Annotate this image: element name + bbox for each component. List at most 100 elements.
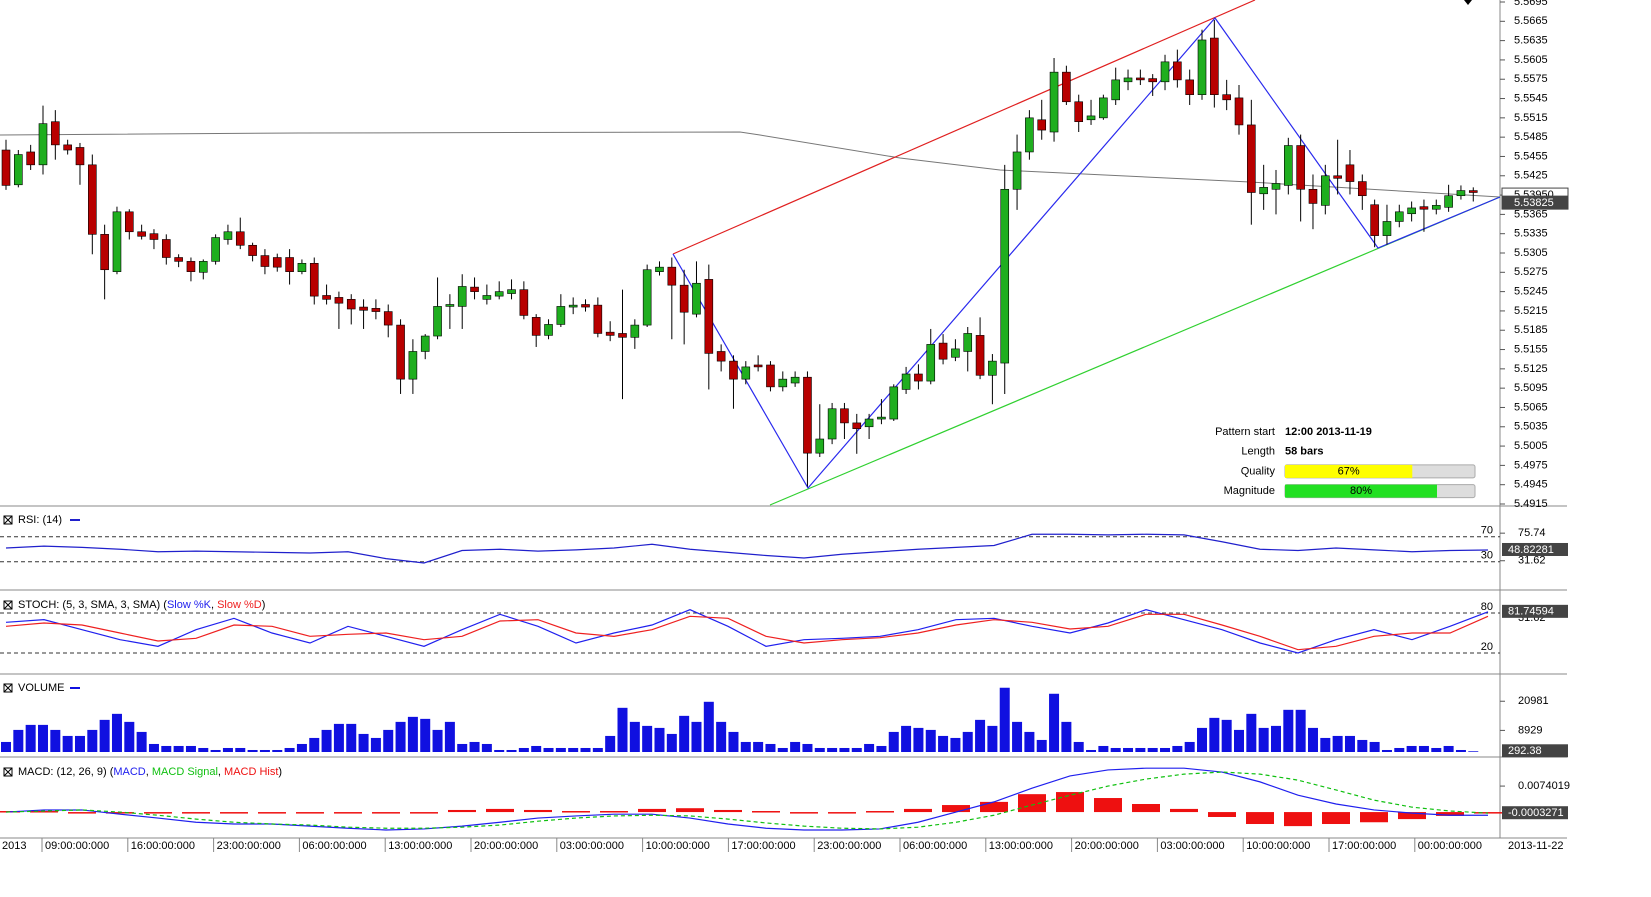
volume-bar xyxy=(235,747,246,752)
y-tick-label: 5.5005 xyxy=(1514,440,1548,452)
y-tick-label: 5.5545 xyxy=(1514,92,1548,104)
price-label: 5.53825 xyxy=(1514,197,1554,209)
volume-bar xyxy=(1246,713,1257,752)
candle-body xyxy=(815,438,825,454)
time-label: 06:00:00:000 xyxy=(903,840,967,852)
candle-body xyxy=(938,342,948,360)
candle-body xyxy=(1210,37,1219,95)
candle-body xyxy=(100,234,109,271)
panel-checkbox-x xyxy=(3,683,13,693)
candle-body xyxy=(211,237,220,262)
candle-body xyxy=(1382,221,1392,236)
volume-bar xyxy=(370,737,381,752)
volume-bar xyxy=(1098,745,1109,752)
macd-signal-line xyxy=(5,771,1489,830)
panel-checkbox-x xyxy=(3,515,13,525)
candle-body xyxy=(840,408,849,424)
candle-body xyxy=(1234,97,1244,126)
candle-body xyxy=(457,286,467,307)
candle-body xyxy=(1111,79,1120,101)
volume-bar xyxy=(210,749,221,752)
candle-body xyxy=(667,266,677,286)
volume-bar xyxy=(605,735,616,752)
candle-body xyxy=(346,299,356,310)
candle-body xyxy=(877,416,886,420)
volume-bar xyxy=(728,731,739,752)
candle-body xyxy=(334,297,344,304)
macd-hist-bar xyxy=(258,812,286,814)
volume-bar xyxy=(888,731,899,752)
candle-body xyxy=(988,360,997,376)
volume-bar xyxy=(1012,721,1023,752)
volume-bar xyxy=(161,745,172,752)
y-tick-label: 5.5125 xyxy=(1514,363,1548,375)
time-label: 03:00:00:000 xyxy=(1160,840,1224,852)
panel-title: VOLUME xyxy=(18,682,64,694)
volume-bar xyxy=(222,747,233,752)
current-value-box xyxy=(1502,542,1568,556)
macd-hist-bar xyxy=(1132,803,1160,813)
pattern-label: Magnitude xyxy=(1224,485,1275,497)
candle-body xyxy=(1136,77,1145,81)
volume-bar xyxy=(518,747,529,752)
candle-body xyxy=(507,289,516,294)
volume-bar xyxy=(790,741,801,752)
volume-bar xyxy=(1455,749,1466,752)
stoch-line xyxy=(5,613,1489,651)
marker xyxy=(1464,0,1472,5)
y-tick-label: 5.5275 xyxy=(1514,266,1548,278)
volume-bar xyxy=(962,731,973,752)
candle-body xyxy=(1000,188,1010,364)
volume-bar xyxy=(666,733,677,752)
volume-bar xyxy=(1234,729,1244,752)
macd-hist-bar xyxy=(1398,812,1426,820)
volume-bar xyxy=(296,743,307,752)
macd-hist-bar xyxy=(600,811,628,813)
volume-bar xyxy=(420,718,431,752)
time-label: 20:00:00:000 xyxy=(474,840,538,852)
macd-hist-bar xyxy=(714,809,742,813)
candle-body xyxy=(1308,188,1318,204)
candle-body xyxy=(593,304,603,334)
macd-hist-bar xyxy=(752,811,780,813)
volume-bar xyxy=(777,747,788,752)
volume-bar xyxy=(457,743,468,752)
candle-body xyxy=(544,324,553,336)
volume-bar xyxy=(1431,747,1442,752)
candle-body xyxy=(864,418,874,428)
volume-bar xyxy=(1283,709,1294,752)
volume-bar xyxy=(1443,745,1454,752)
candle-body xyxy=(679,284,689,313)
volume-bar xyxy=(568,747,579,752)
candle-body xyxy=(494,291,504,297)
y-tick-label: 5.5365 xyxy=(1514,208,1548,220)
candle-body xyxy=(1173,61,1182,81)
time-label: 06:00:00:000 xyxy=(302,840,366,852)
y-tick-label: 5.5605 xyxy=(1514,54,1548,66)
volume-bar xyxy=(901,725,912,752)
macd-hist-bar xyxy=(296,812,324,814)
pattern-bar-label: 80% xyxy=(1350,485,1372,497)
macd-hist-bar xyxy=(68,812,96,814)
volume-bar xyxy=(148,743,159,752)
macd-hist-bar xyxy=(1284,812,1312,827)
volume-bar xyxy=(62,735,73,752)
candle-body xyxy=(149,233,159,240)
macd-hist-bar xyxy=(448,809,476,813)
macd-hist-bar xyxy=(676,808,704,813)
pattern-zigzag xyxy=(672,17,1501,490)
volume-bar xyxy=(173,745,184,752)
volume-bar xyxy=(333,723,344,752)
volume-bar xyxy=(1295,709,1306,752)
y-tick-label: 5.5305 xyxy=(1514,247,1548,259)
time-label: 13:00:00:000 xyxy=(388,840,452,852)
candle-body xyxy=(655,266,664,272)
current-value: 48.82281 xyxy=(1508,544,1554,556)
y-tick-label: 5.5065 xyxy=(1514,401,1548,413)
volume-bar xyxy=(1172,745,1183,752)
candle-body xyxy=(470,286,479,292)
candle-body xyxy=(383,311,393,326)
volume-bar xyxy=(247,749,258,752)
panel-checkbox xyxy=(3,683,13,693)
